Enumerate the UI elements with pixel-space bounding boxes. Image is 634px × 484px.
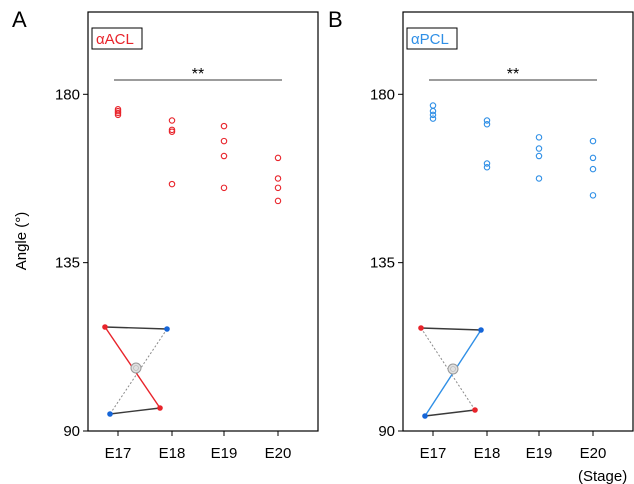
data-point <box>429 115 437 122</box>
x-tick-label: E17 <box>105 445 132 462</box>
schematic-dashed-ligament <box>109 328 168 415</box>
data-point <box>168 128 176 135</box>
data-point <box>274 197 282 205</box>
y-tick-label: 90 <box>378 423 395 440</box>
panel-letter: B <box>328 7 343 32</box>
x-tick-label: E19 <box>526 445 553 462</box>
ligament-schematic <box>102 324 170 417</box>
panel-label: αACL <box>96 31 134 48</box>
data-point <box>220 152 228 160</box>
schematic-endpoint <box>102 324 108 330</box>
plot-frame <box>87 11 319 432</box>
data-point <box>589 137 597 145</box>
data-point <box>274 154 282 162</box>
schematic-endpoint <box>472 407 478 413</box>
data-point <box>429 102 437 109</box>
schematic-endpoint <box>418 325 424 331</box>
schematic-pivot <box>130 362 142 374</box>
data-point <box>483 120 491 128</box>
data-point <box>535 152 543 160</box>
data-point <box>483 164 491 171</box>
panel-label-box <box>91 27 143 50</box>
significance-marker: ** <box>192 66 204 83</box>
data-point <box>114 107 122 115</box>
panel-a: A 90 135 180 E17 E18 E19 E20 αACL ** <box>12 7 319 462</box>
data-point <box>429 107 437 115</box>
x-tick-label: E20 <box>580 445 607 462</box>
data-point <box>168 117 176 124</box>
data-point <box>589 165 597 173</box>
panel-label: αPCL <box>411 31 449 48</box>
ligament-schematic <box>418 325 484 419</box>
plot-frame <box>402 11 634 432</box>
x-tick-label: E17 <box>420 445 447 462</box>
panel-letter: A <box>12 7 27 32</box>
panel-label-box <box>406 27 458 50</box>
significance-marker: ** <box>507 66 519 83</box>
schematic-pivot-inner <box>450 366 456 372</box>
x-tick-label: E20 <box>265 445 292 462</box>
data-point <box>220 184 228 192</box>
schematic-endpoint <box>164 326 170 332</box>
y-tick-label: 135 <box>55 255 80 272</box>
x-axis-unit: (Stage) <box>578 468 627 484</box>
schematic-pivot <box>447 363 459 375</box>
data-point <box>274 175 282 182</box>
data-point <box>114 106 122 113</box>
y-tick-label: 180 <box>55 86 80 103</box>
data-point <box>220 122 228 130</box>
y-tick-label: 180 <box>370 86 395 103</box>
data-point <box>483 117 491 124</box>
x-tick-label: E18 <box>474 445 501 462</box>
data-point <box>168 180 176 188</box>
y-axis-title: Angle (°) <box>13 212 30 271</box>
schematic-top-bar <box>104 326 168 330</box>
data-point <box>535 145 543 152</box>
schematic-bottom-bar <box>109 407 161 415</box>
data-point <box>114 109 122 117</box>
data-point <box>483 160 491 167</box>
data-point <box>589 192 597 199</box>
schematic-endpoint <box>478 327 484 333</box>
data-point <box>535 175 543 182</box>
data-point <box>274 184 282 192</box>
data-point <box>589 154 597 162</box>
data-point <box>168 126 176 134</box>
schematic-endpoint <box>422 413 428 419</box>
x-tick-label: E18 <box>159 445 186 462</box>
panel-b: B 90 135 180 E17 E18 E19 E20 αPCL ** <box>328 7 634 462</box>
x-tick-label: E19 <box>211 445 238 462</box>
schematic-endpoint <box>157 405 163 411</box>
data-point <box>429 111 437 119</box>
schematic-pivot-inner <box>133 365 139 371</box>
schematic-bottom-bar <box>424 409 476 417</box>
data-point <box>535 134 543 141</box>
y-tick-label: 135 <box>370 255 395 272</box>
y-tick-label: 90 <box>63 423 80 440</box>
schematic-endpoint <box>107 411 113 417</box>
schematic-top-bar <box>420 327 482 331</box>
data-point <box>220 137 228 145</box>
